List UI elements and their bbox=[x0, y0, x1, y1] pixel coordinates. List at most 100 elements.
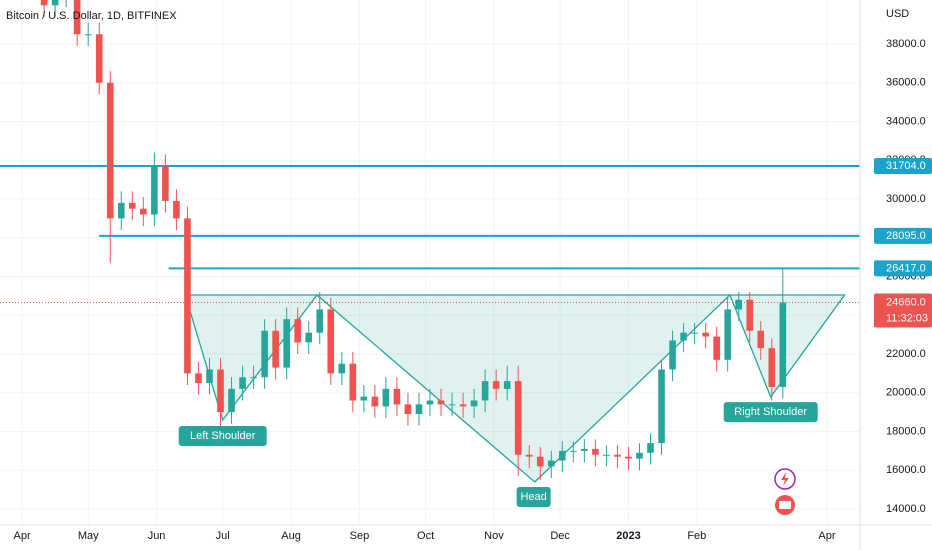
candle-body bbox=[481, 381, 489, 401]
candle-body bbox=[95, 34, 103, 83]
y-tick-label: 20000.0 bbox=[886, 387, 926, 399]
candle-body bbox=[603, 454, 610, 456]
plot-layer: Left Shoulder Head Right Shoulder bbox=[0, 0, 860, 525]
candle-body bbox=[536, 456, 544, 467]
x-tick-label: Feb bbox=[687, 530, 706, 542]
candle-body bbox=[691, 332, 698, 334]
candle-body bbox=[294, 319, 301, 343]
level-label: 26417.0 bbox=[886, 262, 926, 274]
icons bbox=[774, 468, 796, 515]
y-tick-label: 30000.0 bbox=[886, 193, 926, 205]
candle-body bbox=[592, 448, 599, 455]
x-tick-label: Jun bbox=[148, 530, 166, 542]
candle-body bbox=[746, 299, 754, 331]
candle-body bbox=[239, 377, 246, 389]
candle-body bbox=[360, 396, 368, 401]
candle-body bbox=[581, 448, 588, 451]
candle-body bbox=[217, 369, 224, 413]
x-tick-label: 2023 bbox=[616, 530, 640, 542]
annotation-box bbox=[516, 486, 551, 507]
y-tick-label: 34000.0 bbox=[886, 115, 926, 127]
candle-body bbox=[272, 330, 279, 368]
candle-body bbox=[73, 0, 81, 35]
countdown-label: 11:32:03 bbox=[886, 312, 928, 324]
candle-body bbox=[415, 404, 423, 415]
level-label: 31704.0 bbox=[886, 160, 926, 172]
candle-body bbox=[117, 202, 125, 219]
candle-body bbox=[448, 404, 456, 406]
x-tick-label: Oct bbox=[417, 530, 434, 542]
candle-body bbox=[206, 369, 213, 384]
last-price-label: 24660.0 bbox=[886, 296, 926, 308]
candle-body bbox=[713, 336, 720, 360]
candle-body bbox=[658, 369, 665, 444]
y-tick-label: 36000.0 bbox=[886, 77, 926, 89]
annotation-label: Right Shoulder bbox=[734, 406, 807, 418]
candle-body bbox=[779, 302, 787, 387]
candle-body bbox=[151, 166, 158, 215]
candle-body bbox=[316, 309, 324, 333]
candle-body bbox=[382, 388, 390, 407]
candle-body bbox=[647, 443, 654, 453]
candle-body bbox=[349, 363, 357, 401]
level-label-box bbox=[874, 260, 932, 277]
chart-title: Bitcoin / U.S. Dollar, 1D, BITFINEX bbox=[6, 10, 177, 22]
y-tick-label: 38000.0 bbox=[886, 38, 926, 50]
candle-body bbox=[559, 450, 566, 461]
candle-body bbox=[195, 373, 202, 384]
level-label-box bbox=[874, 227, 932, 244]
candle-body bbox=[305, 332, 313, 343]
candle-body bbox=[735, 299, 743, 310]
candle-body bbox=[503, 381, 511, 389]
candle-body bbox=[371, 396, 379, 407]
candle-body bbox=[84, 34, 92, 36]
y-tick-label: 16000.0 bbox=[886, 464, 926, 476]
candle-body bbox=[162, 166, 169, 201]
candle-body bbox=[129, 202, 136, 209]
currency-label: USD bbox=[886, 8, 909, 20]
candle-body bbox=[140, 208, 147, 215]
x-tick-label: Dec bbox=[550, 530, 570, 542]
candle-body bbox=[106, 82, 114, 219]
candle-body bbox=[669, 340, 676, 370]
candle-body bbox=[625, 456, 632, 459]
candle-body bbox=[173, 200, 180, 219]
candle-body bbox=[492, 381, 500, 389]
candle-body bbox=[437, 400, 445, 405]
candle-body bbox=[768, 348, 776, 387]
x-tick-label: Jul bbox=[216, 530, 230, 542]
annotation-label: Left Shoulder bbox=[190, 430, 256, 442]
y-tick-label: 22000.0 bbox=[886, 348, 926, 360]
candle-body bbox=[426, 400, 434, 405]
candle-body bbox=[525, 454, 533, 457]
last-price-box bbox=[874, 293, 932, 328]
candle-body bbox=[51, 0, 59, 6]
x-tick-label: May bbox=[78, 530, 99, 542]
y-tick-label: 18000.0 bbox=[886, 425, 926, 437]
candle-body bbox=[283, 319, 290, 368]
candle-body bbox=[724, 309, 731, 360]
candle-body bbox=[338, 363, 346, 374]
candle-body bbox=[393, 388, 401, 405]
candle-body bbox=[184, 218, 191, 374]
candle-body bbox=[547, 460, 555, 467]
x-tick-label: Aug bbox=[281, 530, 301, 542]
level-label-box bbox=[874, 157, 932, 174]
annotation-box bbox=[178, 425, 267, 446]
candle-body bbox=[702, 332, 709, 337]
candle-body bbox=[636, 452, 643, 459]
annotation-box bbox=[723, 402, 818, 423]
x-tick-label: Apr bbox=[13, 530, 30, 542]
annotation-label: Head bbox=[520, 491, 546, 503]
candle-body bbox=[570, 450, 577, 452]
candle-body bbox=[680, 332, 687, 341]
x-tick-label: Nov bbox=[484, 530, 504, 542]
level-label: 28095.0 bbox=[886, 230, 926, 242]
candle-body bbox=[614, 454, 621, 457]
candle-body bbox=[459, 404, 467, 407]
candle-body bbox=[40, 0, 48, 6]
candle-body bbox=[757, 330, 765, 349]
x-tick-label: Apr bbox=[818, 530, 835, 542]
